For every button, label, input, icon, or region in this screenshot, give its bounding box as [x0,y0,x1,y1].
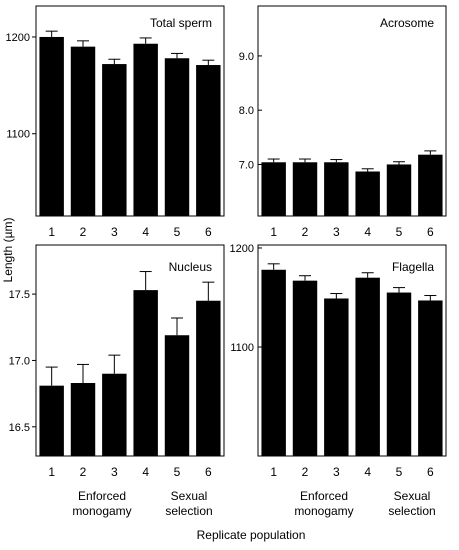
group-label-selection-line2: selection [165,504,212,518]
y-tick-label: 1200 [230,243,254,255]
panel-nucleus: Nucleus 16.5 17.0 17.5 1 2 3 4 5 6 [9,244,225,479]
x-tick-label: 3 [111,465,118,479]
bar [418,300,443,456]
panel-title: Flagella [392,260,434,274]
panel-flagella: Flagella 1100 1200 1 2 3 4 5 6 [230,243,447,479]
x-tick-label: 1 [48,465,55,479]
y-axis-label: Length (µm) [1,218,15,283]
x-tick-label: 5 [396,465,403,479]
x-tick-label: 2 [302,225,309,239]
bar [355,277,380,456]
x-tick-label: 5 [396,225,403,239]
bar [39,36,64,216]
x-tick-label: 1 [48,225,55,239]
x-tick-label: 4 [142,465,149,479]
group-label-monogamy-line2: monogamy [72,504,131,518]
x-tick-label: 1 [270,465,277,479]
y-tick-label: 7.0 [239,159,254,171]
panel-frame [257,244,447,457]
bar [196,300,221,456]
x-tick-label: 6 [205,465,212,479]
x-tick-label: 5 [174,225,181,239]
y-tick-label: 1200 [6,32,30,44]
x-tick-label: 2 [302,465,309,479]
x-tick-label: 3 [333,465,340,479]
bar [261,162,286,216]
x-tick-label: 3 [333,225,340,239]
x-tick-label: 6 [427,225,434,239]
bar [292,162,318,216]
x-tick-label: 2 [80,465,87,479]
y-tick-label: 8.0 [239,105,254,117]
bar [292,280,318,456]
x-axis-label: Replicate population [197,528,306,542]
y-tick-label: 9.0 [239,51,254,63]
panel-frame [35,5,225,217]
panel-acrosome: Acrosome 7.0 8.0 9.0 1 2 3 4 5 6 [239,5,447,239]
panel-frame [257,5,447,217]
x-tick-label: 6 [427,465,434,479]
panel-title: Total sperm [150,16,212,30]
bar [386,292,412,456]
bar [102,373,127,456]
group-label-monogamy-line1: Enforced [78,489,126,503]
bar [324,298,349,456]
bar [70,46,96,217]
group-label-selection-line1: Sexual [171,489,208,503]
bar [261,269,286,456]
group-label-monogamy-line1-right: Enforced [300,489,348,503]
bar [164,335,190,456]
y-tick-label: 16.5 [9,422,30,434]
group-label-selection-line2-right: selection [388,504,435,518]
panels: Total sperm 1100 1200 1 2 3 4 5 6 Acrosome 7.0 8.0 9… [6,5,447,479]
bar [196,65,221,216]
bar [102,64,127,216]
panel-title: Acrosome [380,16,434,30]
x-tick-label: 6 [205,225,212,239]
x-tick-label: 4 [142,225,149,239]
y-tick-label: 17.5 [9,289,30,301]
group-label-selection-line1-right: Sexual [394,489,431,503]
bar [386,164,412,216]
bar [39,385,64,456]
x-tick-label: 5 [174,465,181,479]
bar [418,154,443,216]
group-label-monogamy-line2-right: monogamy [294,504,353,518]
x-tick-label: 2 [80,225,87,239]
bar [355,171,380,216]
y-tick-label: 17.0 [9,355,30,367]
panel-total-sperm: Total sperm 1100 1200 1 2 3 4 5 6 [6,5,225,239]
panel-frame [35,244,225,457]
bar [70,383,96,456]
panel-title: Nucleus [169,260,212,274]
bar [324,162,349,216]
y-tick-label: 1100 [230,342,254,354]
x-tick-label: 3 [111,225,118,239]
x-tick-label: 1 [270,225,277,239]
x-tick-label: 4 [364,225,371,239]
bar [164,58,190,217]
bar [133,290,158,456]
y-tick-label: 1100 [6,129,30,141]
bar [133,43,158,216]
x-tick-label: 4 [364,465,371,479]
